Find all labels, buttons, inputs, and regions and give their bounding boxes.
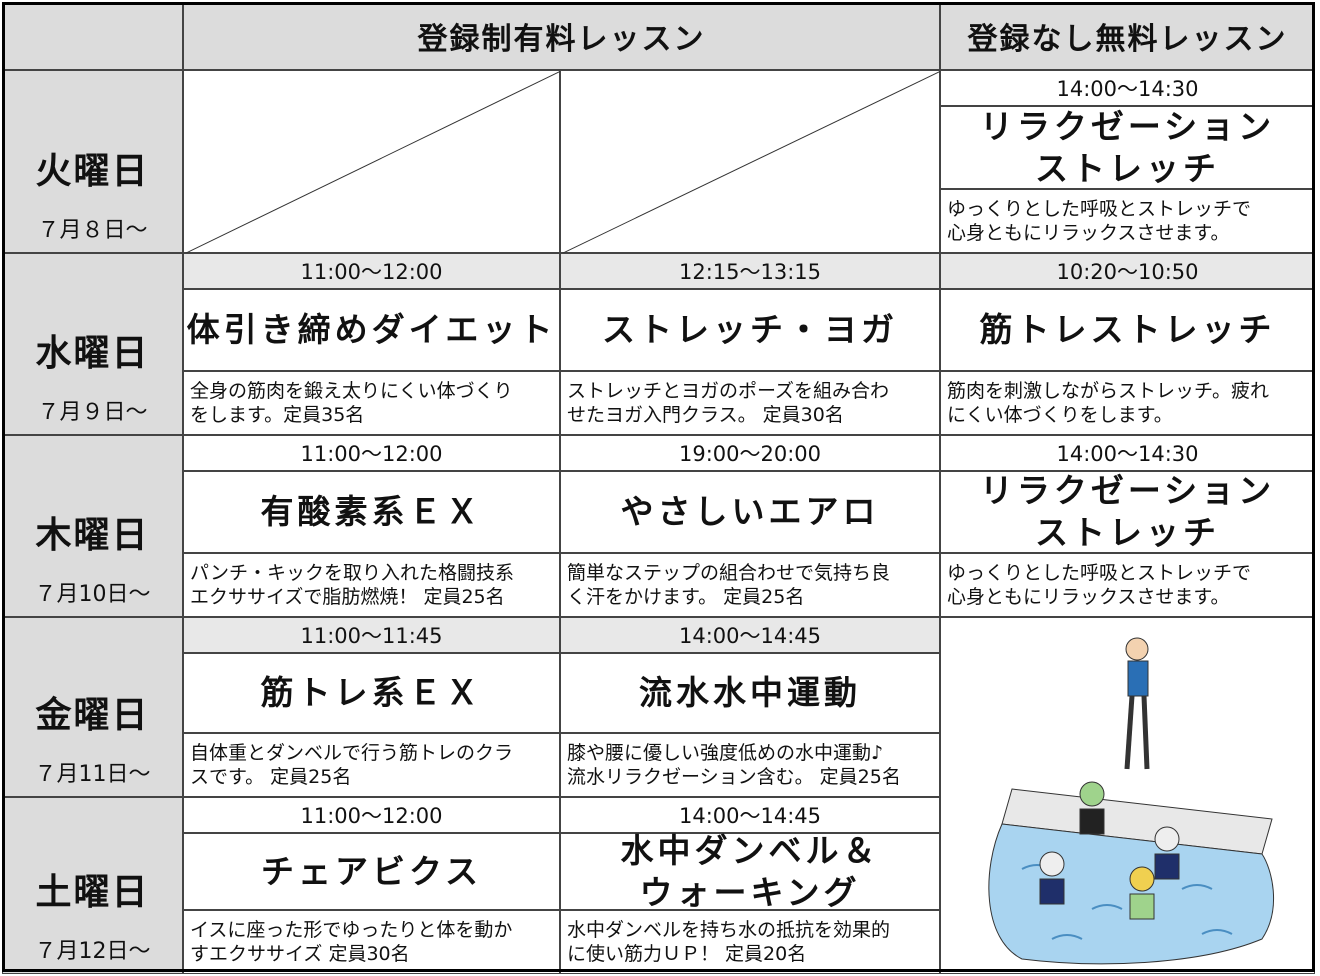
name-line: 筋トレストレッチ (979, 310, 1276, 349)
empty-cell (183, 70, 561, 254)
name-line: ストレッチ (1035, 513, 1220, 552)
day-cell: 木曜日 ７月10日～ (2, 435, 183, 617)
name-line: ストレッチ (1035, 148, 1220, 188)
lesson-desc: イスに座った形でゆったりと体を動か すエクササイズ 定員30名 (183, 910, 560, 974)
name-line: チェアビクス (260, 851, 482, 891)
lesson-time: 19:00～20:00 (560, 435, 940, 471)
day-cell: 水曜日 ７月９日～ (2, 253, 183, 435)
date-label: ７月９日～ (37, 400, 148, 425)
lesson-name: 有酸素系ＥＸ (183, 471, 560, 553)
pool-illustration (988, 637, 1275, 965)
lesson-time: 14:00～14:45 (560, 617, 940, 653)
empty-cell (560, 70, 941, 254)
lesson-name: 体引き締めダイエット (183, 289, 560, 371)
name-line: やさしいエアロ (620, 492, 880, 531)
desc-line: 心身ともにリラックスさせます。 (947, 222, 1230, 244)
desc-line: 心身ともにリラックスさせます。 (947, 586, 1230, 608)
desc-line: ストレッチとヨガのポーズを組み合わ (567, 380, 890, 402)
name-line: 有酸素系ＥＸ (260, 492, 483, 531)
desc-line: 膝や腰に優しい強度低めの水中運動♪ (567, 742, 884, 764)
day-label: 土曜日 (35, 872, 150, 913)
desc-line: に使い筋力ＵＰ！ 定員20名 (567, 943, 807, 965)
day-label: 金曜日 (35, 695, 150, 736)
day-label: 水曜日 (35, 333, 150, 374)
name-line: 流水水中運動 (639, 673, 861, 712)
name-line: ストレッチ・ヨガ (602, 310, 898, 349)
desc-line: イスに座った形でゆったりと体を動か (190, 919, 513, 941)
day-cell: 金曜日 ７月11日～ (2, 617, 183, 797)
lesson-desc: 水中ダンベルを持ち水の抵抗を効果的 に使い筋力ＵＰ！ 定員20名 (560, 910, 940, 974)
desc-line: 自体重とダンベルで行う筋トレのクラ (190, 742, 514, 764)
lesson-time: 14:00～14:30 (940, 435, 1315, 471)
desc-line: 全身の筋肉を鍛え太りにくい体づくり (190, 380, 513, 402)
desc-line: ゆっくりとした呼吸とストレッチで (947, 198, 1252, 220)
header-paid: 登録制有料レッスン (183, 2, 940, 70)
desc-line: スです。 定員25名 (190, 766, 352, 788)
desc-line: せたヨガ入門クラス。 定員30名 (567, 404, 844, 426)
lesson-time: 11:00～12:00 (183, 435, 560, 471)
name-line: リラクゼーション (979, 471, 1276, 510)
desc-line: く汗をかけます。 定員25名 (567, 586, 805, 608)
date-label: ７月８日～ (37, 218, 148, 243)
lesson-time: 11:00～11:45 (183, 617, 560, 653)
header-free: 登録なし無料レッスン (940, 2, 1315, 70)
diagonal (184, 71, 561, 254)
name-line: 水中ダンベル＆ (620, 830, 880, 870)
lesson-desc: ストレッチとヨガのポーズを組み合わ せたヨガ入門クラス。 定員30名 (560, 371, 940, 435)
name-line: リラクゼーション (979, 106, 1276, 146)
name-line: ウォーキング (639, 872, 861, 912)
lesson-name: リラクゼーション ストレッチ (940, 471, 1315, 553)
lesson-desc: 自体重とダンベルで行う筋トレのクラ スです。 定員25名 (183, 733, 560, 797)
lesson-name: 水中ダンベル＆ ウォーキング (560, 830, 940, 912)
diagonal (561, 71, 941, 254)
lesson-time: 11:00～12:00 (183, 253, 560, 289)
desc-line: をします。定員35名 (190, 404, 365, 426)
desc-line: すエクササイズ 定員30名 (190, 943, 410, 965)
desc-line: にくい体づくりをします。 (947, 404, 1173, 426)
lesson-name: 筋トレストレッチ (940, 289, 1315, 371)
lesson-name: チェアビクス (183, 833, 560, 910)
lesson-desc: ゆっくりとした呼吸とストレッチで 心身ともにリラックスさせます。 (940, 553, 1315, 617)
date-label: ７月11日～ (34, 762, 151, 787)
date-label: ７月10日～ (34, 582, 151, 607)
desc-line: 流水リラクゼーション含む。 定員25名 (567, 766, 901, 788)
lesson-desc: 筋肉を刺激しながらストレッチ。疲れ にくい体づくりをします。 (940, 371, 1315, 435)
day-label: 木曜日 (35, 515, 150, 556)
day-label: 火曜日 (35, 151, 150, 192)
desc-line: パンチ・キックを取り入れた格闘技系 (190, 562, 514, 584)
lesson-name: ストレッチ・ヨガ (560, 289, 940, 371)
day-cell: 火曜日 ７月８日～ (2, 70, 183, 253)
desc-line: 筋肉を刺激しながらストレッチ。疲れ (947, 380, 1270, 402)
lesson-time: 14:00～14:30 (940, 70, 1315, 106)
lesson-desc: 簡単なステップの組合わせで気持ち良 く汗をかけます。 定員25名 (560, 553, 940, 617)
lesson-desc: 膝や腰に優しい強度低めの水中運動♪ 流水リラクゼーション含む。 定員25名 (560, 733, 940, 797)
day-cell: 土曜日 ７月12日～ (2, 797, 183, 974)
desc-line: エクササイズで脂肪燃焼！ 定員25名 (190, 586, 505, 608)
name-line: 体引き締めダイエット (186, 310, 557, 349)
lesson-desc: 全身の筋肉を鍛え太りにくい体づくり をします。定員35名 (183, 371, 560, 435)
lesson-name: 筋トレ系ＥＸ (183, 653, 560, 733)
lesson-time: 11:00～12:00 (183, 797, 560, 833)
desc-line: 簡単なステップの組合わせで気持ち良 (567, 562, 891, 584)
header-corner (2, 2, 183, 70)
lesson-time: 10:20～10:50 (940, 253, 1315, 289)
lesson-time: 14:00～14:45 (560, 797, 940, 833)
name-line: 筋トレ系ＥＸ (260, 673, 483, 712)
date-label: ７月12日～ (34, 939, 151, 964)
desc-line: ゆっくりとした呼吸とストレッチで (947, 562, 1252, 584)
lesson-name: 流水水中運動 (560, 653, 940, 733)
lesson-desc: ゆっくりとした呼吸とストレッチで 心身ともにリラックスさせます。 (940, 189, 1315, 253)
lesson-desc: パンチ・キックを取り入れた格闘技系 エクササイズで脂肪燃焼！ 定員25名 (183, 553, 560, 617)
lesson-name: リラクゼーション ストレッチ (940, 106, 1315, 189)
lesson-name: やさしいエアロ (560, 471, 940, 553)
desc-line: 水中ダンベルを持ち水の抵抗を効果的 (567, 919, 891, 941)
lesson-time: 12:15～13:15 (560, 253, 940, 289)
